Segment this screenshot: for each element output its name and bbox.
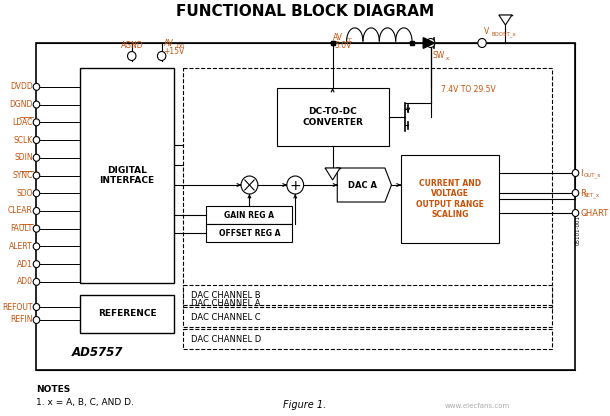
Text: OUT_x: OUT_x <box>584 172 601 178</box>
Text: DGND: DGND <box>9 100 33 109</box>
Circle shape <box>33 172 40 179</box>
Circle shape <box>33 225 40 232</box>
Bar <box>183 68 552 310</box>
Circle shape <box>572 169 579 176</box>
Text: AV: AV <box>332 34 343 42</box>
Text: REFERENCE: REFERENCE <box>98 310 156 319</box>
Circle shape <box>241 176 258 194</box>
Text: V: V <box>484 27 489 35</box>
Text: 05101-001: 05101-001 <box>576 215 581 245</box>
Text: CC: CC <box>346 39 353 44</box>
Circle shape <box>33 101 40 108</box>
Text: Figure 1.: Figure 1. <box>283 400 326 410</box>
Circle shape <box>157 52 166 60</box>
Bar <box>183 307 552 327</box>
Circle shape <box>33 119 40 126</box>
Text: GAIN REG A: GAIN REG A <box>224 210 274 220</box>
Text: FAULT: FAULT <box>10 224 33 233</box>
Bar <box>81 68 174 283</box>
Text: I: I <box>580 168 583 178</box>
Circle shape <box>478 39 486 47</box>
Bar <box>401 155 499 243</box>
Text: OFFSET REG A: OFFSET REG A <box>219 228 280 238</box>
Text: DAC CHANNEL D: DAC CHANNEL D <box>190 334 261 344</box>
Circle shape <box>33 278 40 285</box>
Polygon shape <box>325 168 340 180</box>
Bar <box>207 206 292 224</box>
Bar <box>207 224 292 242</box>
Circle shape <box>33 317 40 324</box>
Text: AGND: AGND <box>120 40 143 50</box>
Polygon shape <box>423 38 434 48</box>
Text: DAC CHANNEL C: DAC CHANNEL C <box>190 312 260 322</box>
Text: AD0: AD0 <box>16 277 33 286</box>
Text: AV: AV <box>163 39 173 47</box>
Circle shape <box>572 190 579 196</box>
Text: R: R <box>580 188 586 198</box>
Text: 7.4V TO 29.5V: 7.4V TO 29.5V <box>440 86 495 94</box>
Text: NOTES: NOTES <box>37 386 71 394</box>
Text: CHART: CHART <box>580 208 608 218</box>
Text: x: x <box>446 57 449 62</box>
Text: BOOST_x: BOOST_x <box>492 31 516 37</box>
Text: DIGITAL
INTERFACE: DIGITAL INTERFACE <box>99 166 155 185</box>
Text: +: + <box>289 178 301 193</box>
Text: DD: DD <box>176 44 185 49</box>
Text: SDIN: SDIN <box>14 153 33 162</box>
Circle shape <box>426 39 435 47</box>
Text: SDO: SDO <box>16 189 33 198</box>
Text: DAC CHANNEL B: DAC CHANNEL B <box>190 290 260 300</box>
Circle shape <box>33 154 40 161</box>
Text: DAC CHANNEL A: DAC CHANNEL A <box>190 299 260 307</box>
Circle shape <box>33 190 40 197</box>
Text: DVDD: DVDD <box>10 82 33 92</box>
Text: FUNCTIONAL BLOCK DIAGRAM: FUNCTIONAL BLOCK DIAGRAM <box>176 5 434 20</box>
Polygon shape <box>499 15 512 25</box>
Circle shape <box>127 52 136 60</box>
Circle shape <box>33 136 40 144</box>
Circle shape <box>33 261 40 267</box>
Text: LDAC: LDAC <box>12 118 33 127</box>
Circle shape <box>572 210 579 216</box>
Text: www.elecfans.com: www.elecfans.com <box>445 403 510 409</box>
Circle shape <box>33 304 40 310</box>
Bar <box>183 285 552 305</box>
Text: SET_x: SET_x <box>584 192 600 198</box>
Text: DAC A: DAC A <box>348 181 377 190</box>
Text: AD1: AD1 <box>17 260 33 269</box>
Circle shape <box>33 243 40 250</box>
Text: ALERT: ALERT <box>9 242 33 251</box>
Text: CLEAR: CLEAR <box>8 206 33 215</box>
Bar <box>183 329 552 349</box>
Bar <box>81 295 174 333</box>
Text: SW: SW <box>432 52 445 60</box>
Text: 5.0V: 5.0V <box>334 42 352 50</box>
Text: DC-TO-DC
CONVERTER: DC-TO-DC CONVERTER <box>302 107 363 127</box>
Text: SCLK: SCLK <box>13 136 33 144</box>
Polygon shape <box>337 168 392 202</box>
Text: AD5757: AD5757 <box>71 346 123 359</box>
Text: REFIN: REFIN <box>10 315 33 324</box>
Text: SYNC: SYNC <box>12 171 33 180</box>
Text: x: x <box>584 213 587 218</box>
Text: CURRENT AND
VOLTAGE
OUTPUT RANGE
SCALING: CURRENT AND VOLTAGE OUTPUT RANGE SCALING <box>416 179 484 219</box>
Circle shape <box>287 176 304 194</box>
Bar <box>276 88 389 146</box>
Circle shape <box>33 208 40 215</box>
Text: REFOUT: REFOUT <box>2 302 33 312</box>
Text: 1. x = A, B, C, AND D.: 1. x = A, B, C, AND D. <box>37 398 134 406</box>
Bar <box>37 43 575 370</box>
Text: +15V: +15V <box>163 47 185 55</box>
Circle shape <box>33 83 40 90</box>
